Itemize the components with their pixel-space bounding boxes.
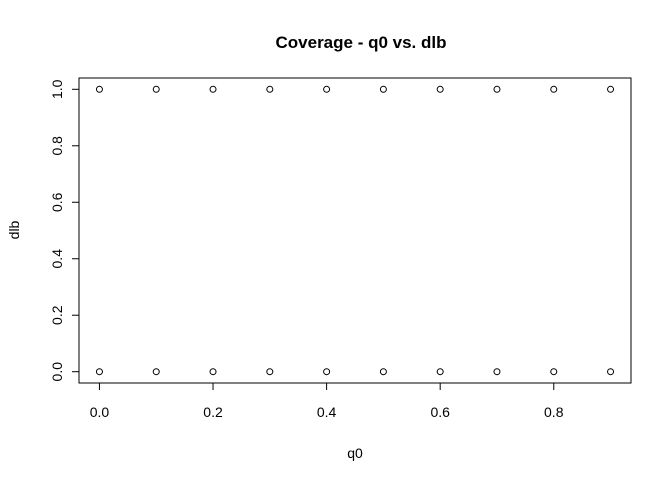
chart-title: Coverage - q0 vs. dlb [276, 33, 447, 52]
data-point [209, 368, 217, 376]
x-tick-label: 0.8 [544, 404, 564, 420]
y-tick-label: 0.4 [49, 249, 65, 269]
data-point [607, 85, 615, 93]
data-point [436, 368, 444, 376]
data-point [152, 368, 160, 376]
y-tick-label: 0.0 [49, 362, 65, 382]
data-point [323, 368, 331, 376]
data-point [436, 85, 444, 93]
x-axis: 0.0 0.2 0.4 0.6 0.8 [90, 382, 564, 420]
data-point [607, 368, 615, 376]
data-point [379, 368, 387, 376]
x-tick-label: 0.4 [317, 404, 337, 420]
y-tick-label: 0.2 [49, 305, 65, 325]
data-point [323, 85, 331, 93]
data-point [379, 85, 387, 93]
y-tick-label: 0.8 [49, 136, 65, 156]
data-point [550, 85, 558, 93]
x-tick-label: 0.2 [203, 404, 223, 420]
y-tick-label: 0.6 [49, 192, 65, 212]
y-axis-label: dlb [6, 220, 22, 239]
data-point [152, 85, 160, 93]
data-point [209, 85, 217, 93]
x-axis-label: q0 [347, 445, 363, 461]
data-point [266, 85, 274, 93]
data-point [266, 368, 274, 376]
y-tick-label: 1.0 [49, 79, 65, 99]
data-point [493, 368, 501, 376]
x-tick-label: 0.0 [90, 404, 110, 420]
x-tick-label: 0.6 [430, 404, 450, 420]
plot-frame [78, 77, 632, 384]
data-point [550, 368, 558, 376]
y-axis: 0.0 0.2 0.4 0.6 0.8 1.0 [49, 79, 80, 382]
data-point [95, 368, 103, 376]
data-point [95, 85, 103, 93]
data-points [95, 85, 615, 376]
data-point [493, 85, 501, 93]
